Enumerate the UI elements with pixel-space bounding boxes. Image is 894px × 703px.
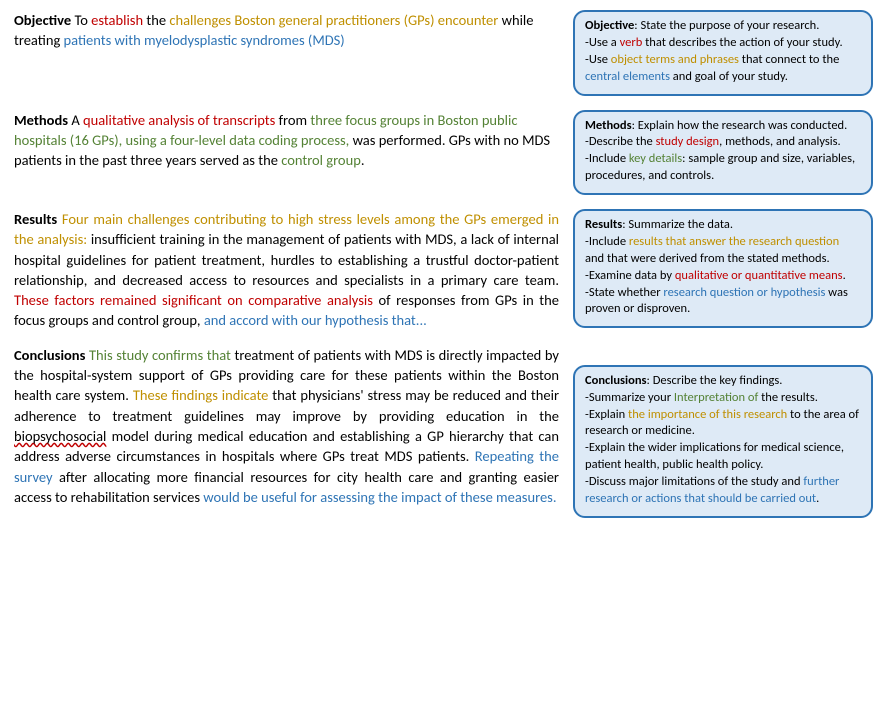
con-ann-l4c: . [816, 491, 819, 506]
res-ann-l2c: . [843, 268, 846, 283]
methods-annotation-col: Methods: Explain how the research was co… [573, 110, 873, 196]
conclusions-heading: Conclusions [14, 346, 85, 364]
objective-row: Objective To establish the challenges Bo… [14, 10, 880, 96]
methods-s7: . [361, 151, 365, 169]
meth-ann-l2a: -Include [585, 151, 629, 166]
results-heading: Results [14, 210, 57, 228]
con-ann-tail: : Describe the key findings. [647, 373, 783, 388]
res-ann-l2a: -Examine data by [585, 268, 675, 283]
results-s6: and accord with our hypothesis that... [204, 311, 427, 329]
con-ann-title: Conclusions [585, 373, 647, 388]
obj-ann-l2d: central elements [585, 69, 670, 84]
results-s3: insufficient training in the management … [14, 230, 559, 289]
meth-ann-l2b: key details [629, 151, 682, 166]
obj-ann-l1c: that describes the action of your study. [642, 35, 842, 50]
results-annotation-col: Results: Summarize the data. -Include re… [573, 209, 873, 328]
objective-text: Objective To establish the challenges Bo… [14, 10, 559, 51]
objective-heading: Objective [14, 11, 71, 29]
obj-ann-title: Objective [585, 18, 634, 33]
meth-ann-l1a: -Describe the [585, 134, 656, 149]
objective-annotation-col: Objective: State the purpose of your res… [573, 10, 873, 96]
conclusions-row: Conclusions This study confirms that tre… [14, 345, 880, 518]
res-ann-l3a: -State whether [585, 285, 663, 300]
methods-s3: from [275, 111, 310, 129]
obj-ann-l1b: verb [620, 35, 643, 50]
con-ann-l1c: the results. [758, 390, 818, 405]
res-ann-l1a: -Include [585, 234, 629, 249]
methods-s1: A [68, 111, 83, 129]
objective-s1: To [71, 11, 91, 29]
methods-text: Methods A qualitative analysis of transc… [14, 110, 559, 171]
res-ann-tail: : Summarize the data. [622, 217, 733, 232]
obj-ann-tail: : State the purpose of your research. [634, 18, 819, 33]
methods-s2: qualitative analysis of transcripts [83, 111, 275, 129]
conclusions-annotation-col: Conclusions: Describe the key findings. … [573, 345, 873, 518]
obj-ann-l2a: -Use [585, 52, 611, 67]
conclusions-s4: These findings indicate [133, 386, 269, 404]
conclusions-annotation: Conclusions: Describe the key findings. … [573, 365, 873, 518]
methods-row: Methods A qualitative analysis of transc… [14, 110, 880, 196]
obj-ann-l2e: and goal of your study. [670, 69, 788, 84]
con-ann-l2b: the importance of this research [628, 407, 787, 422]
meth-ann-tail: : Explain how the research was conducted… [632, 118, 848, 133]
con-ann-l2a: -Explain [585, 407, 628, 422]
objective-s2: establish [91, 11, 143, 29]
meth-ann-l1c: , methods, and analysis. [719, 134, 841, 149]
methods-annotation: Methods: Explain how the research was co… [573, 110, 873, 196]
con-ann-l3: -Explain the wider implications for medi… [585, 440, 844, 472]
methods-heading: Methods [14, 111, 68, 129]
meth-ann-l1b: study design [656, 134, 720, 149]
res-ann-l1c: and that were derived from the stated me… [585, 251, 830, 266]
results-row: Results Four main challenges contributin… [14, 209, 880, 331]
conclusions-s2: This study confirms that [89, 346, 231, 364]
res-ann-l2b: qualitative or quantitative means [675, 268, 843, 283]
conclusions-text: Conclusions This study confirms that tre… [14, 345, 559, 507]
results-annotation: Results: Summarize the data. -Include re… [573, 209, 873, 328]
res-ann-l1b: results that answer the research questio… [629, 234, 839, 249]
con-ann-l1a: -Summarize your [585, 390, 674, 405]
objective-annotation: Objective: State the purpose of your res… [573, 10, 873, 96]
objective-s3: the [143, 11, 169, 29]
obj-ann-l2b: object terms and phrases [611, 52, 739, 67]
obj-ann-l2c: that connect to the [739, 52, 839, 67]
results-s4: These factors remained significant on co… [14, 291, 373, 309]
res-ann-l3b: research question or hypothesis [663, 285, 825, 300]
obj-ann-l1a: -Use a [585, 35, 620, 50]
con-ann-l4a: -Discuss major limitations of the study … [585, 474, 803, 489]
results-text: Results Four main challenges contributin… [14, 209, 559, 331]
methods-s6: control group [281, 151, 361, 169]
conclusions-s10: would be useful for assessing the impact… [203, 488, 556, 506]
conclusions-s6: biopsychosocial [14, 427, 106, 445]
meth-ann-title: Methods [585, 118, 632, 133]
objective-s6: patients with myelodysplastic syndromes … [64, 31, 345, 49]
res-ann-title: Results [585, 217, 622, 232]
con-ann-l1b: Interpretation of [674, 390, 758, 405]
objective-s4: challenges Boston general practitioners … [169, 11, 498, 29]
